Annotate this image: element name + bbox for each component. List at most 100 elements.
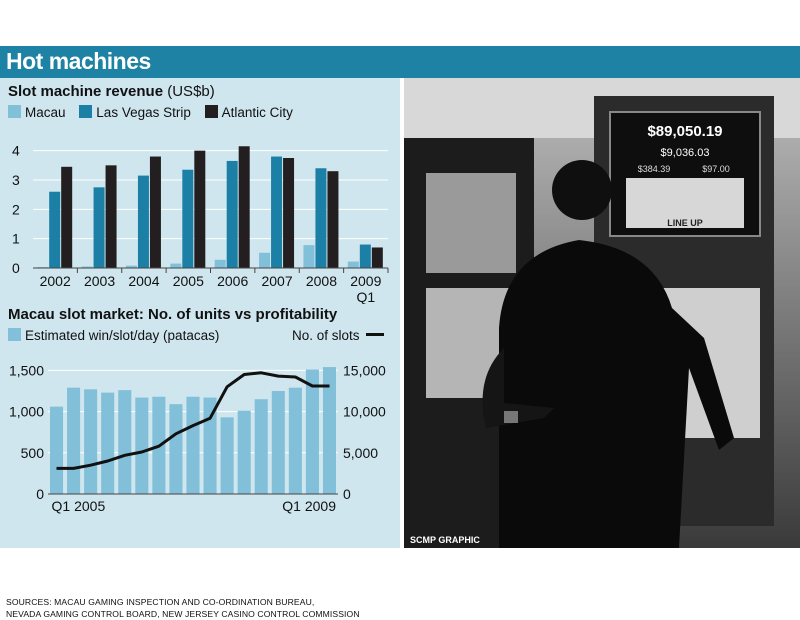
bar-atlantic-city bbox=[327, 171, 339, 268]
bar-atlantic-city bbox=[371, 247, 383, 268]
bar-macau bbox=[259, 252, 271, 268]
y-tick-label: 3 bbox=[12, 172, 20, 188]
win-per-slot-bar bbox=[203, 397, 217, 494]
sources-line-1: SOURCES: MACAU GAMING INSPECTION AND CO-… bbox=[6, 597, 315, 607]
person-arm bbox=[482, 348, 554, 428]
legend-label-macau: Macau bbox=[25, 105, 66, 120]
bar-macau bbox=[125, 265, 137, 268]
y-tick-label: 4 bbox=[12, 143, 20, 159]
x-tick-label: 2003 bbox=[84, 273, 115, 289]
win-per-slot-bar bbox=[305, 369, 319, 494]
x-tick-label: 2009 bbox=[350, 273, 381, 289]
bar-las-vegas-strip bbox=[271, 156, 283, 268]
bar-macau bbox=[303, 245, 315, 268]
person-head bbox=[552, 160, 612, 220]
x-label-end: Q1 2009 bbox=[282, 498, 336, 514]
legend-label-atlantic-city: Atlantic City bbox=[221, 105, 293, 120]
bar-macau bbox=[170, 263, 182, 268]
slot-machine-photo: $89,050.19 $9,036.03 $384.39 $97.00 LINE… bbox=[404, 78, 800, 548]
header-bar: Hot machines bbox=[0, 46, 800, 78]
win-per-slot-bar bbox=[84, 389, 98, 494]
photo-illustration: $89,050.19 $9,036.03 $384.39 $97.00 LINE… bbox=[404, 78, 800, 548]
macau-chart-title: Macau slot market: No. of units vs profi… bbox=[8, 306, 338, 323]
win-per-slot-bar bbox=[271, 390, 285, 494]
win-per-slot-bar bbox=[169, 404, 183, 494]
display-amount-3: $384.39 bbox=[638, 164, 671, 174]
bar-las-vegas-strip bbox=[93, 187, 105, 268]
legend-line-no-of-slots bbox=[365, 333, 384, 336]
legend-label-no-of-slots: No. of slots bbox=[292, 328, 360, 343]
x-tick-label: 2006 bbox=[217, 273, 248, 289]
person-watch bbox=[504, 411, 518, 423]
left-y-tick-label: 0 bbox=[36, 486, 44, 502]
x-tick-label: 2004 bbox=[128, 273, 159, 289]
right-y-tick-label: 5,000 bbox=[343, 445, 378, 461]
bar-atlantic-city bbox=[105, 165, 117, 268]
no-of-slots-line bbox=[56, 371, 330, 470]
chart-panel: Slot machine revenue (US$b) Macau Las Ve… bbox=[0, 78, 400, 619]
y-tick-label: 0 bbox=[12, 260, 20, 276]
revenue-title-unit: (US$b) bbox=[167, 83, 215, 100]
win-per-slot-bar bbox=[288, 387, 302, 494]
photo-credit: SCMP GRAPHIC bbox=[410, 535, 480, 545]
win-per-slot-bar bbox=[186, 396, 200, 494]
bar-las-vegas-strip bbox=[182, 169, 194, 268]
revenue-chart-title: Slot machine revenue (US$b) bbox=[8, 83, 215, 100]
x-label-start: Q1 2005 bbox=[52, 498, 106, 514]
macau-legend-right: No. of slots bbox=[292, 328, 384, 343]
bar-atlantic-city bbox=[61, 166, 73, 268]
display-amount-1: $89,050.19 bbox=[647, 123, 722, 140]
legend-swatch-win-per-slot bbox=[8, 328, 21, 341]
bar-atlantic-city bbox=[238, 146, 250, 268]
left-y-tick-label: 1,500 bbox=[9, 362, 44, 378]
win-per-slot-bar bbox=[67, 387, 81, 494]
person-body bbox=[499, 240, 734, 548]
y-tick-label: 2 bbox=[12, 201, 20, 217]
legend-swatch-macau bbox=[8, 105, 21, 118]
win-per-slot-bar bbox=[118, 390, 132, 494]
x-tick-label: Q1 bbox=[356, 289, 375, 304]
display-label: LINE UP bbox=[667, 218, 703, 228]
bar-las-vegas-strip bbox=[49, 191, 61, 268]
bar-macau bbox=[347, 261, 359, 268]
win-per-slot-bar bbox=[101, 392, 115, 494]
bar-macau bbox=[81, 266, 93, 268]
bar-las-vegas-strip bbox=[137, 175, 149, 268]
bar-las-vegas-strip bbox=[315, 168, 327, 268]
bar-las-vegas-strip bbox=[359, 244, 371, 268]
left-machine-screen bbox=[426, 173, 516, 273]
y-tick-label: 1 bbox=[12, 231, 20, 247]
win-per-slot-bar bbox=[322, 367, 336, 494]
win-per-slot-bar bbox=[237, 410, 251, 494]
left-y-tick-label: 500 bbox=[21, 445, 45, 461]
win-per-slot-bar bbox=[50, 406, 64, 494]
legend-swatch-las-vegas bbox=[79, 105, 93, 118]
legend-swatch-atlantic-city bbox=[204, 105, 218, 118]
x-tick-label: 2008 bbox=[306, 273, 337, 289]
display-reels bbox=[626, 178, 744, 228]
right-y-tick-label: 0 bbox=[343, 486, 351, 502]
legend-label-win-per-slot: Estimated win/slot/day (patacas) bbox=[25, 328, 220, 343]
legend-label-las-vegas: Las Vegas Strip bbox=[96, 105, 191, 120]
macau-legend-left: Estimated win/slot/day (patacas) bbox=[8, 328, 219, 343]
display-amount-4: $97.00 bbox=[702, 164, 730, 174]
revenue-legend: Macau Las Vegas Strip Atlantic City bbox=[8, 105, 303, 120]
bar-las-vegas-strip bbox=[226, 160, 238, 268]
win-per-slot-bar bbox=[220, 417, 234, 494]
left-y-tick-label: 1,000 bbox=[9, 404, 44, 420]
bar-atlantic-city bbox=[194, 150, 206, 268]
x-tick-label: 2007 bbox=[261, 273, 292, 289]
page-title: Hot machines bbox=[6, 48, 151, 74]
macau-chart: 0 500 1,000 1,500 0 5,000 10,000 15,000 Q1 2005 Q… bbox=[9, 362, 386, 514]
x-tick-label: 2002 bbox=[40, 273, 71, 289]
sources-line-2: NEVADA GAMING CONTROL BOARD, NEW JERSEY … bbox=[6, 609, 360, 619]
bar-macau bbox=[214, 259, 226, 268]
revenue-title-text: Slot machine revenue bbox=[8, 83, 164, 100]
right-y-tick-label: 10,000 bbox=[343, 404, 386, 420]
win-per-slot-bar bbox=[135, 397, 149, 494]
win-per-slot-bar bbox=[254, 399, 268, 494]
x-tick-label: 2005 bbox=[173, 273, 204, 289]
display-amount-2: $9,036.03 bbox=[661, 147, 710, 159]
bar-atlantic-city bbox=[149, 156, 161, 268]
